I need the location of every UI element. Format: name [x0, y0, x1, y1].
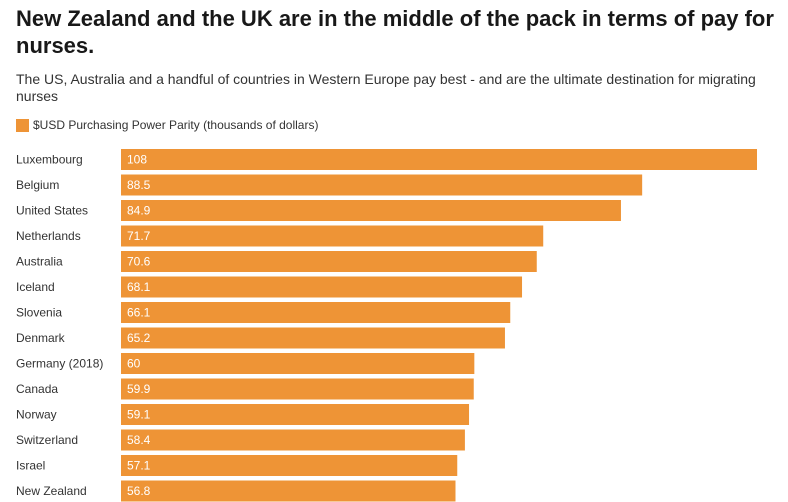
- category-label: Netherlands: [16, 229, 81, 243]
- category-label: United States: [16, 204, 88, 218]
- category-label: Luxembourg: [16, 153, 83, 167]
- legend-swatch: [16, 118, 29, 132]
- bar: [121, 353, 475, 374]
- bar: [121, 455, 458, 476]
- category-label: New Zealand: [16, 484, 87, 498]
- data-label: 58.4: [127, 433, 151, 447]
- data-label: 88.5: [127, 178, 151, 192]
- chart-title: New Zealand and the UK are in the middle…: [16, 6, 774, 58]
- bar: [121, 429, 465, 451]
- bar: [121, 174, 643, 196]
- category-label: Switzerland: [16, 433, 78, 447]
- legend: $USD Purchasing Power Parity (thousands …: [16, 118, 318, 132]
- data-label: 71.7: [127, 229, 151, 243]
- legend-label: $USD Purchasing Power Parity (thousands …: [33, 118, 319, 132]
- data-label: 66.1: [127, 306, 151, 320]
- data-label: 56.8: [127, 484, 151, 498]
- data-label: 60: [127, 357, 141, 371]
- bar: [121, 480, 456, 502]
- bar: [121, 404, 470, 425]
- data-label: 59.1: [127, 408, 151, 422]
- category-label: Iceland: [16, 280, 55, 294]
- bar: [121, 378, 474, 400]
- chart-subtitle: The US, Australia and a handful of count…: [16, 71, 756, 104]
- data-label: 84.9: [127, 204, 151, 218]
- data-label: 65.2: [127, 331, 151, 345]
- bar: [121, 302, 511, 323]
- data-label: 70.6: [127, 255, 151, 269]
- bar: [121, 149, 757, 170]
- bar: [121, 225, 544, 247]
- bar: [121, 327, 505, 349]
- data-label: 108: [127, 153, 147, 167]
- category-label: Denmark: [16, 331, 66, 345]
- category-label: Germany (2018): [16, 357, 103, 371]
- category-label: Norway: [16, 408, 57, 422]
- bar: [121, 200, 621, 221]
- data-label: 59.9: [127, 382, 151, 396]
- category-label: Israel: [16, 459, 45, 473]
- data-label: 68.1: [127, 280, 151, 294]
- category-label: Slovenia: [16, 306, 62, 320]
- bar: [121, 251, 537, 272]
- bar: [121, 276, 523, 298]
- category-label: Belgium: [16, 178, 59, 192]
- data-label: 57.1: [127, 459, 151, 473]
- category-label: Canada: [16, 382, 58, 396]
- category-label: Australia: [16, 255, 63, 269]
